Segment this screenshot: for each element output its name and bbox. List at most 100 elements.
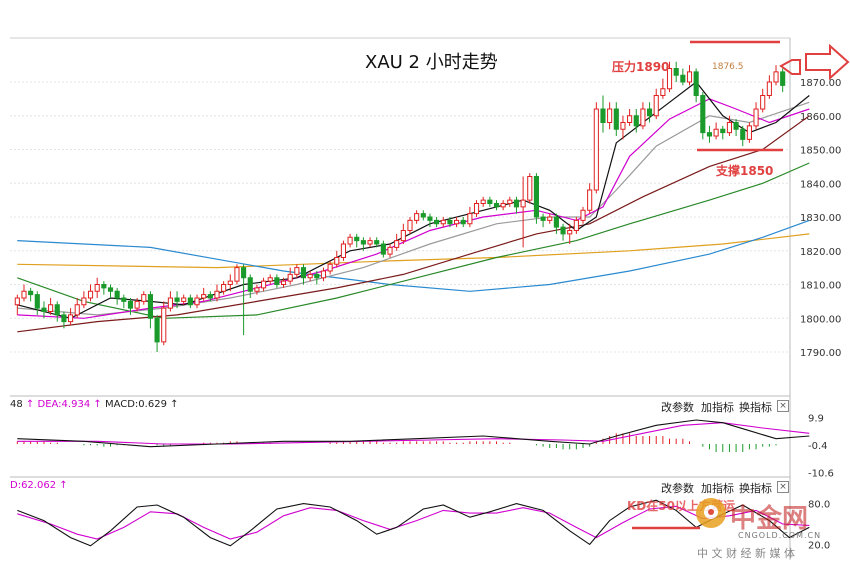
candle-body — [693, 71, 699, 96]
candle-body — [267, 277, 273, 282]
candle-body — [520, 199, 526, 208]
candle-body — [134, 300, 140, 309]
ma-magenta-line — [17, 98, 810, 319]
candle-body — [227, 280, 233, 285]
macd-dea-line — [17, 422, 810, 445]
up-arrow-icon: ↑ — [93, 399, 102, 410]
candle-body — [394, 240, 400, 248]
macd-value: MACD:0.629 — [104, 399, 167, 410]
macd-close-icon[interactable]: × — [777, 400, 789, 412]
candle-body — [28, 290, 34, 296]
candle-body — [68, 314, 74, 323]
ma-green-line — [17, 162, 810, 319]
candle-body — [414, 213, 420, 221]
candle-body — [161, 307, 167, 343]
candle-body — [686, 71, 693, 83]
candle-body — [513, 199, 520, 208]
macd-add-indicator-button[interactable]: 加指标 — [701, 401, 734, 414]
candle-body — [660, 88, 666, 96]
candle-body — [627, 115, 633, 123]
macd-tick-label: -10.6 — [808, 468, 834, 479]
candle-body — [334, 257, 340, 265]
candle-body — [587, 189, 593, 211]
macd-header: 48 ↑ DEA:4.934 ↑ MACD:0.629 ↑ — [10, 399, 179, 410]
candle-body — [593, 108, 599, 191]
up-arrow-icon: ↑ — [25, 399, 35, 410]
resistance-label: 压力1890 — [612, 59, 669, 74]
candle-body — [320, 270, 327, 279]
candle-body — [254, 287, 260, 292]
candle-body — [221, 284, 227, 292]
candle-body — [620, 122, 626, 130]
watermark-domain: CNGOLD.COM.CN — [738, 531, 822, 540]
candle-body — [454, 219, 460, 225]
candle-body — [473, 203, 480, 215]
candle-body — [746, 125, 752, 140]
candle-body — [773, 71, 779, 83]
macd-params-button[interactable]: 改参数 — [661, 401, 694, 414]
candle-body — [600, 108, 606, 123]
watermark-brand: 中金网 — [730, 504, 809, 534]
candle-body — [54, 304, 60, 316]
up-arrow-icon: ↑ — [170, 399, 179, 410]
macd-switch-indicator-button[interactable]: 换指标 — [739, 401, 772, 414]
candle-body — [447, 219, 453, 225]
candle-body — [374, 240, 380, 245]
kd-close-icon[interactable]: × — [777, 481, 789, 493]
candle-body — [740, 128, 746, 140]
candle-body — [367, 240, 373, 245]
price-axis: 1870.00 1860.00 1850.00 1840.00 1830.00 1820.… — [800, 78, 841, 359]
candle-body — [647, 108, 653, 117]
candle-body — [753, 108, 759, 127]
y-tick-label: 1870.00 — [800, 78, 841, 89]
candle-body — [174, 297, 180, 302]
candle-body — [61, 314, 67, 323]
candle-body — [274, 277, 280, 285]
candle-body — [547, 216, 553, 221]
ma-black-line — [17, 81, 810, 319]
price-marker-arrow-icon — [779, 59, 801, 75]
candle-body — [121, 297, 127, 302]
candle-body — [261, 280, 267, 289]
kd-header: D:62.062 ↑ — [10, 480, 68, 491]
candle-body — [420, 213, 426, 218]
y-tick-label: 1840.00 — [800, 179, 841, 190]
y-tick-label: 1800.00 — [800, 314, 841, 325]
kd-switch-indicator-button[interactable]: 换指标 — [739, 482, 772, 495]
kd-params-button[interactable]: 改参数 — [661, 482, 694, 495]
candle-body — [673, 68, 679, 76]
macd-tick-label: 9.9 — [808, 414, 824, 425]
candle-body — [287, 273, 293, 282]
watermark-tagline: 中 文 财 经 新 媒 体 — [697, 547, 795, 560]
ma-maroon-line — [17, 115, 810, 333]
candle-body — [487, 199, 493, 204]
candle-body — [560, 226, 566, 235]
candle-body — [214, 290, 220, 299]
candle-body — [141, 294, 147, 302]
kd-d-line — [17, 505, 810, 540]
macd-panel: 9.9 -0.4 -10.6 — [10, 395, 834, 479]
candle-body — [94, 284, 100, 292]
candle-body — [540, 216, 546, 221]
candle-body — [48, 304, 54, 312]
candle-body — [147, 294, 153, 319]
candle-body — [387, 246, 393, 255]
candle-body — [354, 236, 360, 242]
kd-k-line — [17, 499, 810, 547]
candle-body — [580, 209, 586, 221]
candle-body — [187, 297, 193, 306]
candle-body — [633, 115, 639, 127]
candle-body — [101, 284, 107, 289]
candle-body — [726, 122, 732, 134]
y-tick-label: 1860.00 — [800, 112, 841, 123]
candle-body — [74, 304, 80, 316]
y-tick-label: 1810.00 — [800, 281, 841, 292]
candle-body — [640, 108, 646, 127]
candle-body — [114, 290, 120, 299]
dea-value: DEA:4.934 — [37, 399, 91, 410]
candle-body — [733, 122, 739, 130]
y-tick-label: 1790.00 — [800, 348, 841, 359]
kd-add-indicator-button[interactable]: 加指标 — [701, 482, 734, 495]
